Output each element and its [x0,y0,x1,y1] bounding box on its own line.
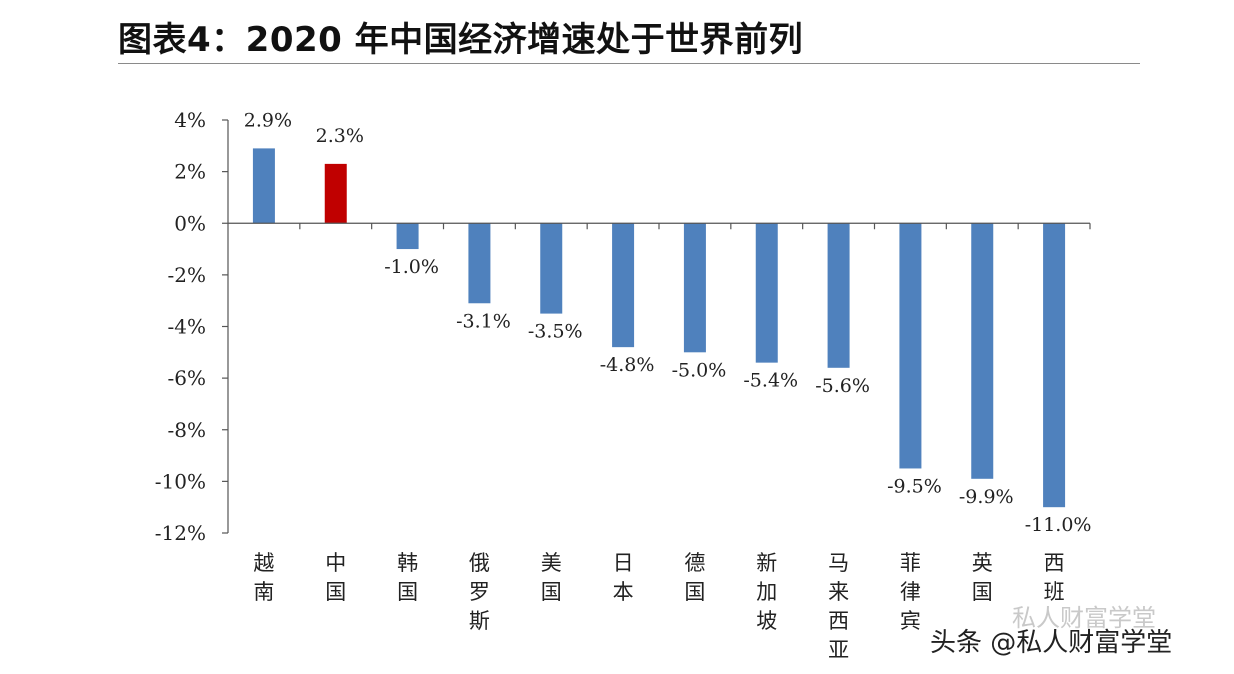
category-label: 德国 [684,551,705,604]
watermark-faint: 私人财富学堂 [1012,604,1156,632]
bar [252,148,275,224]
bar [612,223,635,348]
bar [971,223,994,479]
y-tick-label: -12% [155,521,206,545]
data-label: -3.5% [528,321,583,343]
bar [468,223,491,304]
bars [252,148,1066,508]
y-tick-label: -4% [168,315,207,339]
category-label: 西班 [1044,551,1065,604]
y-tick-label: 4% [174,108,206,132]
data-label: -1.0% [384,256,439,278]
category-label: 俄罗斯 [469,551,490,633]
bar [899,223,922,469]
data-label: 2.3% [316,125,364,147]
data-label: -5.6% [815,375,870,397]
y-tick-label: 0% [174,211,206,235]
data-labels: 2.9% 2.3% -1.0% -3.1% -3.5% -4.8% -5.0% -5.4% -5… [244,109,1092,536]
data-label: -9.5% [887,475,942,497]
data-label: -11.0% [1025,514,1092,536]
y-axis: 4% 2% 0% -2% -4% -6% -8% -10% -12% [155,108,229,545]
category-label: 美国 [541,551,562,604]
bar [827,223,850,368]
data-label: -4.8% [600,354,655,376]
y-tick-label: -6% [168,366,207,390]
category-label: 韩国 [397,551,418,604]
category-label: 马来西亚 [828,551,849,662]
x-axis [228,222,1091,230]
category-label: 越南 [253,551,274,604]
category-label: 日本 [613,551,634,604]
data-label: -9.9% [959,486,1014,508]
bar [396,223,419,250]
data-label: -3.1% [456,310,511,332]
data-label: -5.0% [672,359,727,381]
data-label: -5.4% [743,370,798,392]
y-tick-label: -2% [168,263,207,287]
y-tick-label: -10% [155,469,206,493]
title-divider [118,63,1140,64]
bar [540,223,563,314]
page-title: 图表4：2020 年中国经济增速处于世界前列 [118,20,804,60]
bar [1043,223,1066,508]
bar [755,223,778,363]
y-tick-label: 2% [174,160,206,184]
category-label: 中国 [325,551,346,604]
category-label: 新加坡 [756,551,777,633]
bar [324,163,347,224]
category-label: 菲律宾 [900,551,921,633]
watermark: 头条 @私人财富学堂 [930,628,1173,658]
category-label: 英国 [972,551,993,604]
bar [683,223,706,353]
data-label: 2.9% [244,109,292,131]
y-tick-label: -8% [168,418,207,442]
